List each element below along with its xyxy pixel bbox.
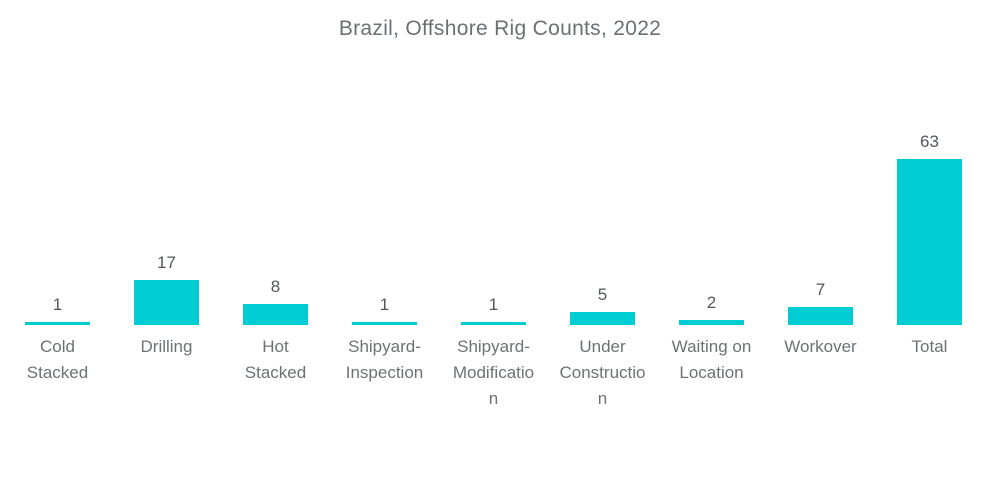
bar-column: 8 Hot Stacked [221, 0, 330, 412]
bar-column: 17 Drilling [112, 0, 221, 412]
bar-column: 1 Cold Stacked [3, 0, 112, 412]
category-label: Shipyard-Modification [452, 337, 535, 408]
bar-chart-plot: 1 Cold Stacked 17 Drilling 8 Hot Stacked… [3, 0, 984, 412]
bar-column: 63 Total [875, 0, 984, 412]
chart-title: Brazil, Offshore Rig Counts, 2022 [338, 17, 662, 40]
bar-column: 1 Shipyard-Inspection [330, 0, 439, 412]
bar[interactable] [788, 306, 853, 325]
bar-value-label: 5 [597, 284, 608, 304]
category-label: Hot Stacked [244, 337, 307, 382]
bar[interactable] [25, 322, 90, 325]
bar-value-label: 2 [706, 292, 717, 312]
bar[interactable] [570, 311, 635, 325]
bar-column: 2 Waiting on Location [657, 0, 766, 412]
bar[interactable] [352, 322, 417, 325]
bar-stack: 7 [766, 0, 875, 325]
category-label: Waiting on Location [671, 337, 752, 382]
category-label: Shipyard-Inspection [345, 337, 424, 382]
bar-value-label: 63 [920, 132, 939, 151]
bar-stack: 2 [657, 0, 766, 325]
bar-stack: 63 [875, 0, 984, 325]
bar-column: 7 Workover [766, 0, 875, 412]
bar-stack: 8 [221, 0, 330, 325]
category-label: Drilling [140, 337, 193, 356]
bar[interactable] [243, 303, 308, 325]
bar-value-label: 17 [157, 253, 176, 273]
bar-value-label: 1 [379, 295, 390, 315]
bar[interactable] [134, 280, 199, 325]
bar-stack: 17 [112, 0, 221, 325]
bar-value-label: 8 [270, 276, 281, 296]
bar-stack: 5 [548, 0, 657, 325]
bar-value-label: 1 [52, 295, 63, 315]
bar-stack: 1 [3, 0, 112, 325]
category-label: Cold Stacked [26, 337, 89, 382]
bar[interactable] [897, 159, 962, 325]
category-label: Workover [784, 337, 857, 356]
category-label: Under Construction [559, 337, 646, 408]
bar-column: 5 Under Construction [548, 0, 657, 412]
bar-stack: 1 [439, 0, 548, 325]
bar-value-label: 7 [815, 279, 826, 299]
bar-column: 1 Shipyard-Modification [439, 0, 548, 412]
bar-stack: 1 [330, 0, 439, 325]
bar[interactable] [679, 319, 744, 325]
category-label: Total [911, 337, 948, 356]
bar-value-label: 1 [488, 295, 499, 315]
bar[interactable] [461, 322, 526, 325]
